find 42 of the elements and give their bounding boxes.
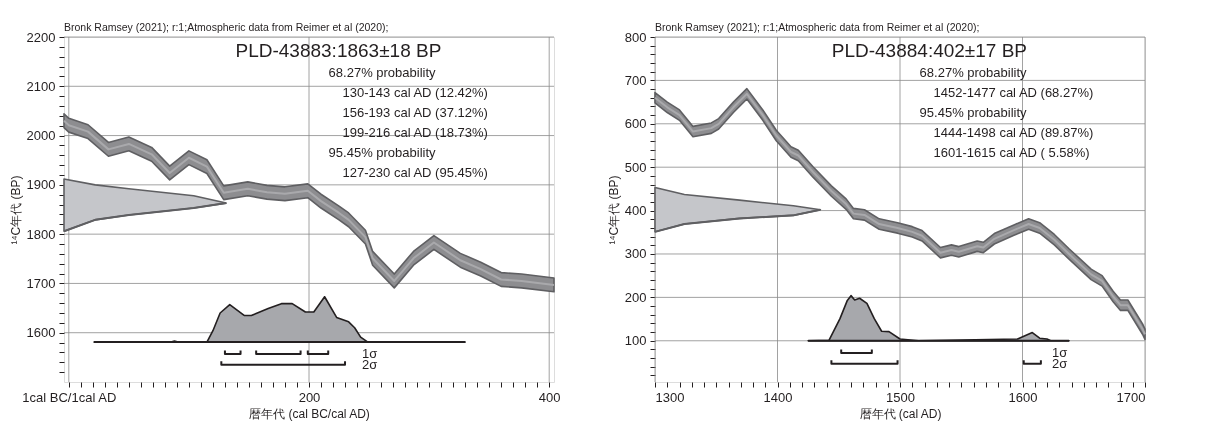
annotation: 95.45% probability xyxy=(328,145,437,160)
x-tick-label: 1300 xyxy=(655,389,685,405)
annotation: 156-193 cal AD (37.12%) xyxy=(342,105,488,120)
y-tick-label: 600 xyxy=(624,116,647,132)
y-tick-label: 1700 xyxy=(26,275,56,291)
text: Bronk Ramsey (2021); r:1;Atmospheric data from Reimer et al (2020); xyxy=(655,21,980,33)
y-tick-label: 1900 xyxy=(26,177,56,193)
y-axis-title: ¹⁴C年代 (BP) xyxy=(8,175,23,245)
chart-title: PLD-43884:402±17 BP xyxy=(831,40,1028,61)
x-tick-label: 1600 xyxy=(1008,389,1038,405)
x-tick-label: 400 xyxy=(538,389,561,405)
x-tick-label: 1500 xyxy=(886,389,915,405)
y-tick-label: 800 xyxy=(624,29,647,45)
annotation: 130-143 cal AD (12.42%) xyxy=(342,85,488,100)
y-tick-label: 400 xyxy=(624,203,647,219)
y-tick-label: 2000 xyxy=(26,128,56,144)
annotation: 1444-1498 cal AD (89.87%) xyxy=(933,125,1094,140)
text: Bronk Ramsey (2021); r:1;Atmospheric data from Reimer et al (2020); xyxy=(64,21,389,33)
x-axis-title: 暦年代 (cal BC/cal AD) xyxy=(249,406,370,421)
x-tick-label: 200 xyxy=(298,389,321,405)
annotation: 1601-1615 cal AD ( 5.58%) xyxy=(933,145,1090,160)
y-tick-label: 200 xyxy=(624,289,647,305)
y-tick-label: 1600 xyxy=(26,325,56,341)
x-tick-label: 1400 xyxy=(763,389,793,405)
y-tick-label: 700 xyxy=(624,72,647,88)
x-axis-title: 暦年代 (cal AD) xyxy=(859,406,942,421)
y-tick-label: 2100 xyxy=(26,78,56,94)
y-tick-label: 1800 xyxy=(26,226,56,242)
y-tick-label: 500 xyxy=(624,159,647,175)
annotation: 1452-1477 cal AD (68.27%) xyxy=(933,85,1094,100)
y-axis-title: ¹⁴C年代 (BP) xyxy=(606,175,621,245)
y-tick-label: 100 xyxy=(624,333,647,349)
y-tick-label: 2200 xyxy=(26,29,56,45)
annotation: 68.27% probability xyxy=(919,65,1028,80)
annotation: 127-230 cal AD (95.45%) xyxy=(342,165,488,180)
x-tick-label: 1cal BC/1cal AD xyxy=(22,389,117,405)
chart-title: PLD-43883:1863±18 BP xyxy=(235,40,442,61)
annotation: 68.27% probability xyxy=(328,65,437,80)
annotation: 199-216 cal AD (18.73%) xyxy=(342,125,488,140)
x-tick-label: 1700 xyxy=(1116,389,1146,405)
annotation: 95.45% probability xyxy=(919,105,1028,120)
y-tick-label: 300 xyxy=(624,246,647,262)
